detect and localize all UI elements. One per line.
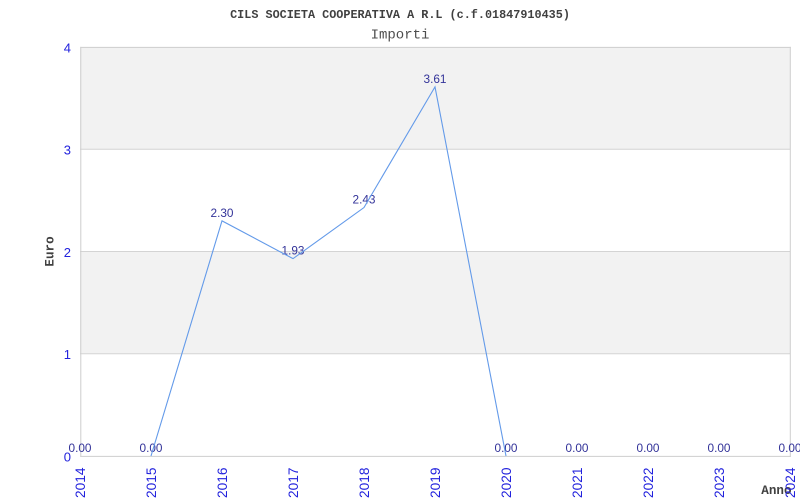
svg-text:3: 3: [64, 143, 71, 158]
svg-text:2023: 2023: [712, 467, 727, 498]
svg-text:2015: 2015: [144, 467, 159, 498]
svg-text:0.00: 0.00: [779, 441, 800, 455]
svg-text:3.61: 3.61: [424, 72, 447, 86]
svg-text:1: 1: [64, 347, 71, 362]
svg-text:2024: 2024: [783, 467, 798, 498]
svg-text:2021: 2021: [570, 468, 585, 498]
svg-text:2022: 2022: [641, 468, 656, 498]
svg-text:0.00: 0.00: [495, 441, 518, 455]
svg-text:1.93: 1.93: [282, 244, 305, 258]
svg-text:2: 2: [64, 245, 71, 260]
svg-text:4: 4: [64, 40, 71, 55]
svg-text:2017: 2017: [286, 468, 301, 498]
svg-text:0.00: 0.00: [566, 441, 589, 455]
svg-text:0.00: 0.00: [637, 441, 660, 455]
svg-text:Euro: Euro: [44, 236, 58, 266]
svg-text:2019: 2019: [428, 468, 443, 498]
svg-text:0: 0: [64, 449, 71, 464]
svg-text:2020: 2020: [499, 467, 514, 498]
svg-text:CILS SOCIETA COOPERATIVA A R.L: CILS SOCIETA COOPERATIVA A R.L (c.f.0184…: [230, 8, 570, 22]
svg-text:0.00: 0.00: [140, 441, 163, 455]
svg-text:2.43: 2.43: [353, 193, 376, 207]
svg-text:Importi: Importi: [371, 27, 430, 43]
svg-text:0.00: 0.00: [708, 441, 731, 455]
svg-text:2.30: 2.30: [211, 206, 234, 220]
svg-text:2014: 2014: [73, 467, 88, 498]
svg-text:Anno: Anno: [761, 484, 791, 498]
svg-text:2018: 2018: [357, 467, 372, 498]
svg-text:0.00: 0.00: [69, 441, 92, 455]
svg-text:2016: 2016: [215, 467, 230, 498]
